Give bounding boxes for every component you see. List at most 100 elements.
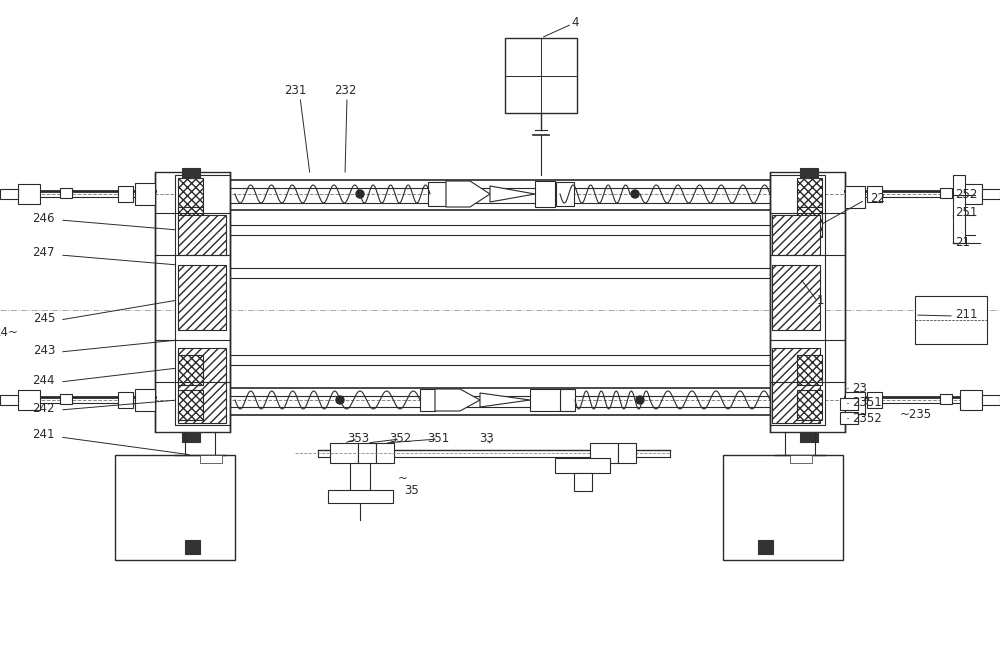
Bar bbox=[758, 540, 773, 554]
Bar bbox=[118, 392, 133, 408]
Bar bbox=[723, 455, 843, 560]
Circle shape bbox=[636, 396, 644, 404]
Bar bbox=[0, 395, 18, 405]
Bar bbox=[0, 189, 18, 199]
Bar bbox=[797, 178, 822, 208]
Bar bbox=[18, 390, 40, 410]
Bar bbox=[845, 392, 865, 414]
Bar bbox=[770, 172, 845, 432]
Bar bbox=[118, 186, 133, 202]
Bar bbox=[420, 389, 435, 411]
Text: 22: 22 bbox=[870, 191, 886, 204]
Bar bbox=[867, 392, 882, 408]
Circle shape bbox=[336, 396, 344, 404]
Text: 35: 35 bbox=[405, 483, 419, 496]
Bar bbox=[115, 455, 235, 560]
Bar bbox=[574, 473, 592, 491]
Circle shape bbox=[356, 190, 364, 198]
Bar bbox=[175, 175, 230, 425]
Bar bbox=[358, 443, 376, 463]
Bar bbox=[60, 188, 72, 198]
Text: 353: 353 bbox=[347, 432, 369, 445]
Text: 243: 243 bbox=[33, 343, 55, 357]
Bar bbox=[845, 186, 865, 208]
Bar bbox=[953, 195, 965, 243]
Bar bbox=[556, 182, 574, 206]
Bar bbox=[135, 389, 155, 411]
Text: ~: ~ bbox=[398, 471, 408, 485]
Bar bbox=[770, 175, 825, 425]
Bar bbox=[772, 265, 820, 330]
Polygon shape bbox=[480, 393, 530, 407]
Bar bbox=[590, 443, 618, 463]
Text: 247: 247 bbox=[32, 246, 55, 259]
Bar bbox=[960, 184, 982, 204]
Polygon shape bbox=[535, 181, 555, 207]
Text: 33: 33 bbox=[480, 432, 494, 445]
Text: 251: 251 bbox=[955, 206, 977, 219]
Text: 231: 231 bbox=[284, 84, 306, 97]
Bar bbox=[200, 455, 222, 463]
Text: 244: 244 bbox=[32, 374, 55, 387]
Bar bbox=[982, 189, 1000, 199]
Text: 246: 246 bbox=[32, 212, 55, 225]
Bar bbox=[953, 175, 965, 195]
Bar bbox=[60, 394, 72, 404]
Text: 242: 242 bbox=[32, 402, 55, 415]
Bar bbox=[772, 215, 820, 255]
Bar bbox=[182, 432, 200, 442]
Bar bbox=[790, 455, 812, 463]
Bar bbox=[185, 540, 200, 554]
Bar bbox=[428, 182, 446, 206]
Bar bbox=[960, 390, 982, 410]
Text: 24~: 24~ bbox=[0, 326, 18, 340]
Text: 351: 351 bbox=[427, 432, 449, 445]
Bar bbox=[376, 443, 394, 463]
Bar bbox=[182, 168, 200, 178]
Bar bbox=[840, 412, 858, 424]
Bar bbox=[505, 38, 577, 113]
Circle shape bbox=[631, 190, 639, 198]
Text: 245: 245 bbox=[33, 311, 55, 325]
Bar bbox=[840, 398, 858, 410]
Polygon shape bbox=[446, 181, 490, 207]
Text: 4: 4 bbox=[571, 16, 579, 29]
Bar bbox=[940, 188, 952, 198]
Bar bbox=[178, 207, 203, 237]
Bar bbox=[797, 390, 822, 420]
Bar bbox=[330, 443, 358, 463]
Bar bbox=[178, 178, 203, 208]
Bar bbox=[18, 184, 40, 204]
Bar bbox=[867, 186, 882, 202]
Bar bbox=[135, 183, 155, 205]
Bar bbox=[618, 443, 636, 463]
Bar bbox=[178, 215, 226, 255]
Text: 352: 352 bbox=[389, 432, 411, 445]
Polygon shape bbox=[435, 389, 480, 411]
Text: 241: 241 bbox=[32, 428, 55, 441]
Bar bbox=[328, 490, 393, 503]
Bar bbox=[555, 458, 610, 473]
Text: 2351: 2351 bbox=[852, 396, 882, 409]
Bar bbox=[800, 168, 818, 178]
Bar bbox=[560, 389, 575, 411]
Bar bbox=[155, 172, 230, 432]
Bar bbox=[915, 296, 987, 344]
Bar bbox=[982, 395, 1000, 405]
Bar bbox=[797, 207, 822, 237]
Bar bbox=[178, 348, 226, 423]
Text: 252: 252 bbox=[955, 189, 977, 202]
Bar bbox=[772, 348, 820, 423]
Polygon shape bbox=[530, 389, 560, 411]
Bar bbox=[940, 394, 952, 404]
Bar bbox=[797, 355, 822, 385]
Bar bbox=[178, 390, 203, 420]
Polygon shape bbox=[490, 186, 535, 202]
Text: 232: 232 bbox=[334, 84, 356, 97]
Text: 21: 21 bbox=[955, 236, 970, 249]
Bar bbox=[178, 265, 226, 330]
Text: 23: 23 bbox=[852, 381, 867, 394]
Text: 1: 1 bbox=[816, 293, 824, 306]
Text: ~235: ~235 bbox=[900, 409, 932, 421]
Text: 2352: 2352 bbox=[852, 411, 882, 424]
